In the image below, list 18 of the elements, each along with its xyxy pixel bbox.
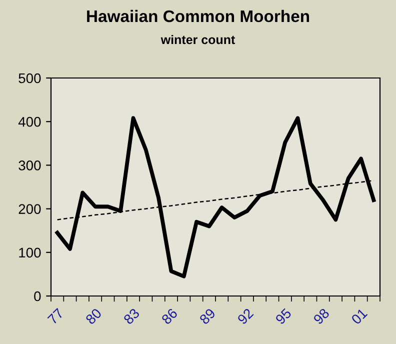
y-tick-label: 500 — [18, 73, 41, 84]
chart-title: Hawaiian Common Moorhen — [87, 10, 310, 22]
y-tick-label: 200 — [18, 204, 41, 214]
x-tick-label: 92 — [236, 308, 254, 325]
x-tick-label: 89 — [198, 308, 216, 325]
chart-subtitle: winter count — [160, 34, 235, 44]
x-tick-label: 95 — [274, 308, 292, 325]
y-tick-label: 300 — [18, 160, 41, 170]
x-tick-label: 83 — [123, 308, 140, 325]
x-tick-label: 01 — [350, 308, 368, 325]
x-tick-label: 77 — [47, 308, 64, 325]
y-tick-label: 400 — [18, 116, 41, 127]
y-tick-label: 0 — [34, 291, 41, 302]
x-tick-label: 98 — [312, 308, 330, 325]
y-tick-label: 100 — [19, 248, 41, 258]
x-tick-label: 86 — [160, 308, 178, 325]
line-series — [55, 116, 376, 278]
x-tick-label: 80 — [85, 308, 102, 325]
